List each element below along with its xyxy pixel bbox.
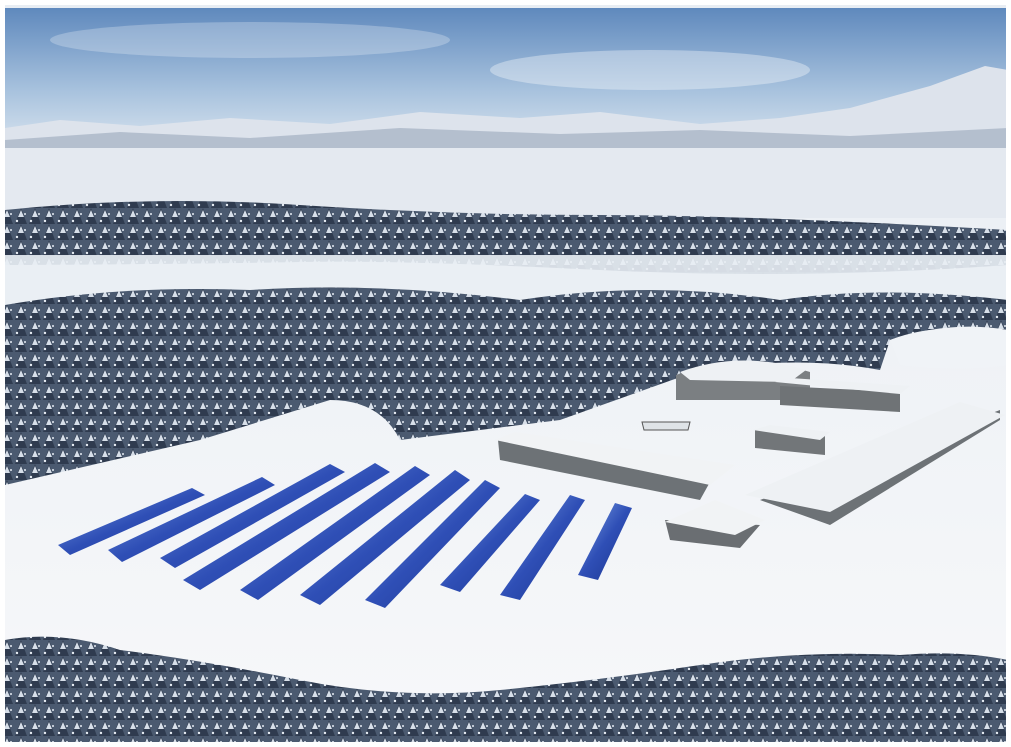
solar-panel-row bbox=[578, 503, 632, 580]
building bbox=[498, 440, 710, 500]
cloud bbox=[490, 50, 810, 90]
solar-panel-row bbox=[440, 494, 540, 592]
building bbox=[780, 386, 900, 412]
forest-mid bbox=[5, 287, 1008, 485]
shelter bbox=[641, 421, 691, 431]
roof bbox=[775, 378, 910, 394]
solar-panel-row bbox=[183, 463, 390, 590]
solar-panel-row bbox=[160, 464, 345, 568]
clearing bbox=[890, 326, 1008, 369]
solar-panel-row bbox=[108, 477, 275, 562]
solar-panel-row bbox=[500, 495, 585, 600]
solar-panel-row bbox=[365, 480, 500, 608]
roof bbox=[745, 402, 1005, 512]
roof bbox=[753, 425, 830, 440]
farm-buildings bbox=[495, 360, 1005, 548]
solar-panel-row bbox=[300, 470, 470, 605]
mountains bbox=[5, 66, 1008, 150]
roof bbox=[495, 432, 735, 485]
solar-array bbox=[58, 463, 632, 608]
cloud bbox=[50, 22, 450, 58]
roof bbox=[680, 360, 806, 382]
solar-panel-row bbox=[240, 466, 430, 600]
roof bbox=[665, 500, 765, 535]
mountain-shadow bbox=[5, 128, 1008, 150]
forest-near bbox=[5, 636, 1008, 747]
solar-panel-row bbox=[58, 488, 205, 555]
